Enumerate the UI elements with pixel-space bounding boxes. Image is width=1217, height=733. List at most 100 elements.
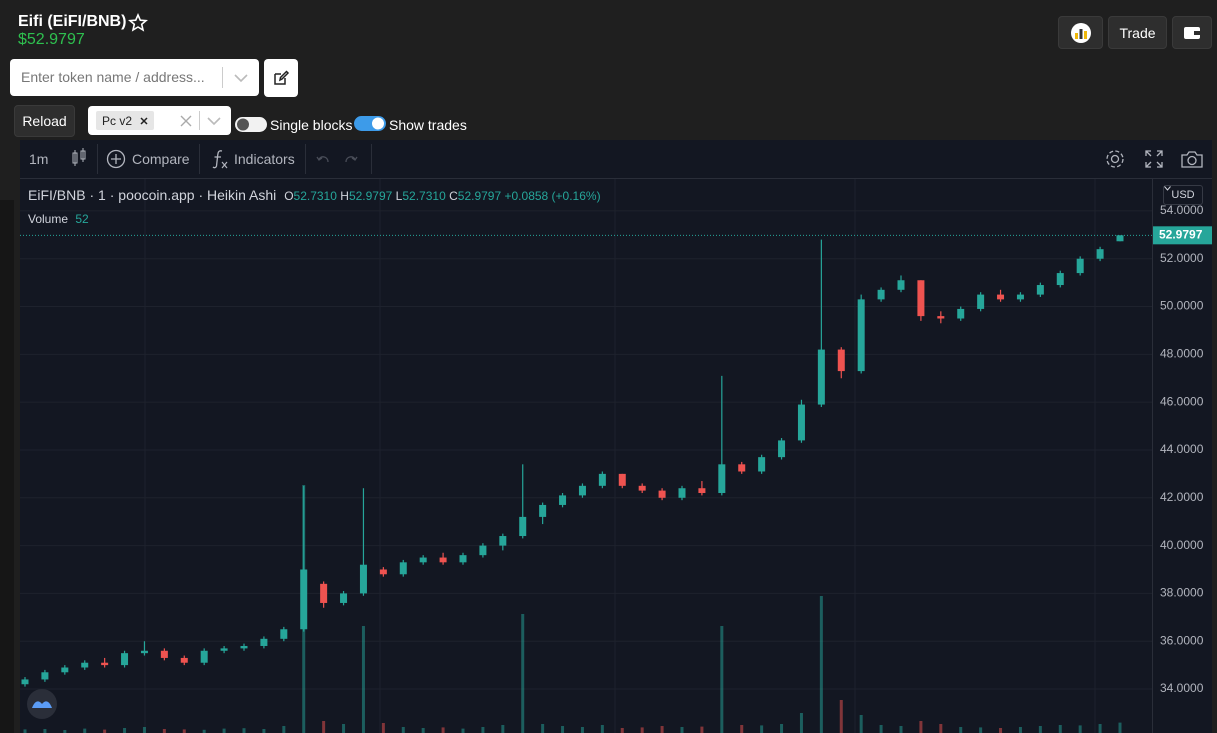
dropdown-chevron[interactable] [206, 114, 222, 128]
clear-icon[interactable] [180, 115, 192, 127]
version-select[interactable]: Pc v2 [88, 106, 231, 135]
candle-body [778, 440, 786, 458]
volume-bar [322, 721, 326, 733]
candle-body [578, 485, 586, 496]
candle-body [897, 280, 905, 290]
candle-body [977, 294, 985, 309]
legend-open: 52.7310 [293, 189, 337, 203]
candle-body [1036, 285, 1044, 295]
legend-change: +0.0858 (+0.16%) [504, 189, 601, 203]
legend-low-letter: L [395, 189, 403, 203]
y-tick-label: 36.0000 [1160, 633, 1204, 647]
trade-button[interactable]: Trade [1108, 16, 1167, 49]
undo-redo[interactable] [316, 152, 366, 166]
candle-body [359, 564, 367, 594]
search-input[interactable]: Enter token name / address... [10, 59, 259, 96]
candle-body [419, 557, 427, 563]
candle-body [21, 679, 29, 685]
candle-body [81, 662, 89, 668]
currency-button[interactable]: USD [1163, 185, 1203, 205]
candle-body [479, 545, 487, 556]
volume-bar [799, 713, 803, 733]
single-blocks-toggle[interactable] [234, 116, 268, 133]
candle-body [817, 349, 825, 405]
volume-bar [959, 727, 963, 733]
last-price-box [1153, 226, 1212, 245]
candle-body [638, 485, 646, 491]
candle-body [379, 569, 387, 575]
legend-interval: 1 [98, 187, 106, 203]
volume-bar [700, 726, 704, 733]
edit-button[interactable] [264, 59, 298, 97]
version-tag-label: Pc v2 [102, 113, 133, 128]
legend-open-letter: O [284, 189, 294, 203]
candle-body [61, 667, 69, 673]
chart-style-icon[interactable] [70, 148, 88, 168]
candle-body [758, 457, 766, 472]
show-trades-label: Show trades [389, 117, 467, 133]
chart-container: 34.0000 36.0000 38.0000 40.0000 42.0000 44.00… [20, 140, 1212, 733]
settings-icon[interactable] [1104, 148, 1126, 170]
reload-button[interactable]: Reload [14, 105, 75, 137]
compare-button[interactable]: Compare [132, 151, 190, 167]
snapshot-icon[interactable] [1180, 149, 1204, 169]
volume-bar [202, 729, 206, 733]
candle-body [340, 593, 348, 603]
y-tick-label: 52.0000 [1160, 251, 1204, 265]
candle-body [877, 289, 885, 300]
last-price-label: 52.9797 [1159, 227, 1203, 241]
dropdown-chevron[interactable] [233, 71, 249, 85]
tag-remove[interactable] [140, 116, 148, 125]
volume-bar [780, 724, 784, 733]
candle-body [937, 316, 945, 319]
candle-body [1076, 258, 1084, 274]
legend-high: 52.9797 [348, 189, 393, 203]
y-tick-label: 40.0000 [1160, 538, 1204, 552]
candle-body [101, 662, 109, 666]
candle-body [837, 349, 845, 372]
volume-bar [1118, 722, 1122, 733]
volume-bar [1018, 727, 1022, 733]
volume-bar [142, 727, 146, 733]
candle-body [957, 308, 965, 319]
volume-bar [600, 725, 604, 733]
volume-bar [103, 729, 107, 733]
volume-bars [23, 485, 1122, 733]
candle-body [320, 583, 328, 603]
candle-body [240, 645, 248, 649]
legend-close-letter: C [449, 189, 458, 203]
compare-icon[interactable] [106, 149, 126, 169]
volume-bar [162, 729, 166, 733]
volume-bar [580, 727, 584, 733]
token-price: $52.9797 [18, 31, 85, 48]
favorite-star[interactable] [128, 13, 148, 33]
indicators-icon[interactable] [210, 148, 230, 170]
candle-body [121, 653, 129, 666]
candle-body [160, 650, 168, 658]
candle-body [220, 648, 228, 651]
volume-bar [282, 726, 286, 733]
interval-button[interactable]: 1m [29, 151, 49, 167]
volume-value: 52 [75, 212, 89, 226]
show-trades-toggle[interactable] [353, 115, 387, 132]
legend-close: 52.9797 [457, 189, 502, 203]
indicators-button[interactable]: Indicators [234, 151, 295, 167]
y-tick-label: 54.0000 [1160, 203, 1204, 217]
volume-bar [381, 723, 385, 733]
fullscreen-icon[interactable] [1144, 149, 1164, 169]
volume-bar [541, 724, 545, 733]
volume-bar [561, 726, 565, 733]
chart-icon-button[interactable] [1058, 16, 1103, 49]
legend-high-letter: H [340, 189, 349, 203]
volume-bar [919, 721, 923, 733]
candles [21, 235, 1124, 687]
single-blocks-label: Single blocks [270, 117, 353, 133]
candle-body [698, 488, 706, 493]
volume-label: Volume [28, 212, 69, 226]
tradingview-logo[interactable] [26, 688, 58, 720]
candle-body [797, 404, 805, 441]
volume-bar [501, 725, 505, 733]
divider [199, 111, 200, 130]
wallet-button[interactable] [1172, 16, 1212, 49]
